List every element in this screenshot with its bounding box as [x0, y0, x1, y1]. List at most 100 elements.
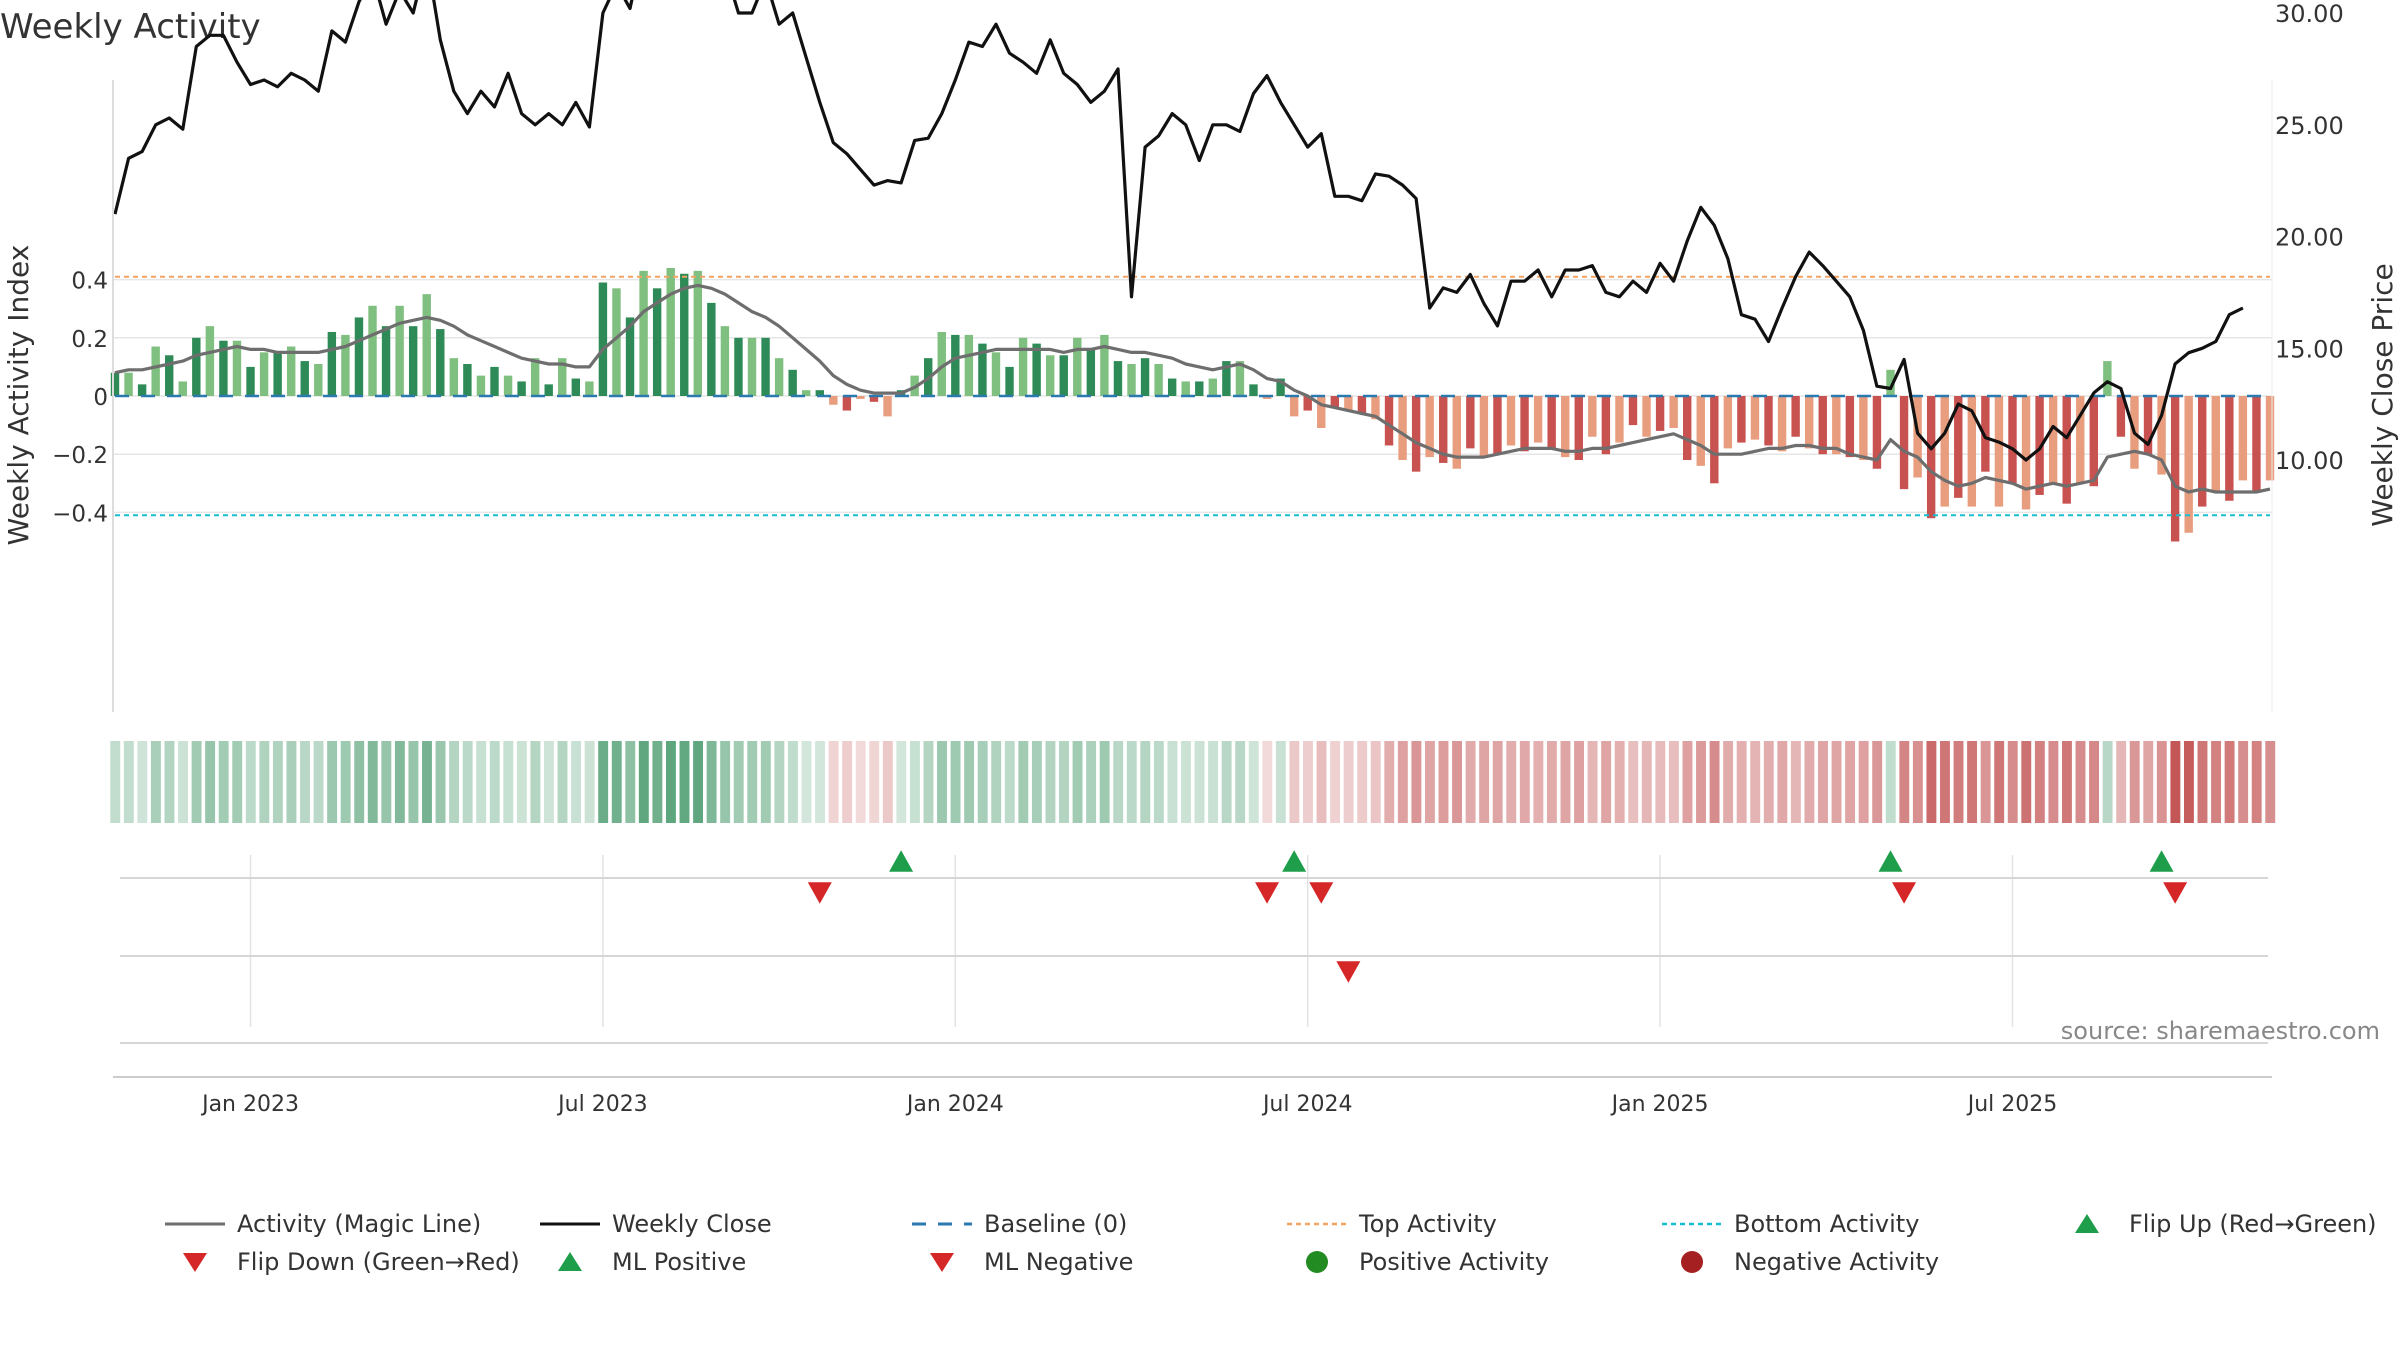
- heat-cell: [1099, 741, 1110, 823]
- activity-bar: [1967, 396, 1977, 507]
- heat-cell: [1153, 741, 1164, 823]
- heat-cell: [1574, 741, 1584, 823]
- heat-cell: [801, 741, 812, 823]
- activity-bar: [937, 331, 946, 396]
- heat-cell: [367, 741, 378, 823]
- activity-bar: [2170, 396, 2180, 542]
- activity-bar: [1208, 378, 1218, 396]
- activity-bar: [1642, 396, 1651, 437]
- heat-cell: [1397, 741, 1408, 823]
- activity-bar: [1832, 396, 1841, 455]
- activity-bar: [1777, 396, 1787, 452]
- activity-bar: [2021, 396, 2031, 510]
- activity-bar: [585, 381, 594, 396]
- heat-cell: [1994, 741, 2005, 823]
- heat-cell: [1438, 741, 1449, 823]
- heat-cell: [422, 741, 432, 823]
- heat-cell: [747, 741, 758, 823]
- heat-cell: [1533, 741, 1544, 823]
- flip-up-marker: [889, 850, 914, 872]
- y-tick-label-left: 0: [93, 385, 108, 411]
- y-tick-label-right: 25.00: [2275, 112, 2344, 140]
- activity-bar: [286, 346, 296, 396]
- y-tick-label-right: 15.00: [2275, 335, 2344, 363]
- activity-bar: [1574, 396, 1583, 461]
- heat-cell: [1668, 741, 1679, 823]
- activity-bar: [1506, 396, 1516, 446]
- activity-bar: [1588, 396, 1597, 437]
- heat-strip: [110, 741, 2276, 823]
- y-axis-label-right: Weekly Close Price: [2366, 263, 2399, 526]
- heat-cell: [1885, 741, 1896, 823]
- heat-cell: [774, 741, 785, 823]
- activity-bar: [788, 369, 797, 396]
- flip-down-marker: [1309, 882, 1334, 904]
- y-tick-label-left: −0.4: [52, 501, 108, 527]
- heat-cell: [1411, 741, 1422, 823]
- activity-bar: [192, 337, 201, 396]
- activity-bar: [1520, 396, 1529, 452]
- heat-cell: [1831, 741, 1842, 823]
- activity-bar: [978, 343, 987, 396]
- heat-cell: [2224, 741, 2235, 823]
- activity-bar: [1452, 396, 1461, 469]
- activity-bar: [503, 375, 513, 396]
- activity-bar: [1696, 396, 1705, 466]
- heat-cell: [2265, 741, 2276, 823]
- heat-cell: [408, 741, 419, 823]
- activity-bar: [517, 381, 526, 396]
- heat-cell: [2183, 741, 2194, 823]
- activity-bar: [178, 381, 187, 396]
- heat-cell: [1736, 741, 1747, 823]
- heat-cell: [869, 741, 880, 823]
- activity-bar: [1479, 396, 1489, 458]
- heat-cell: [1357, 741, 1368, 823]
- legend-swatch-up-triangle: [2075, 1214, 2099, 1233]
- heat-cell: [1967, 741, 1978, 823]
- flip-down-marker: [1255, 882, 1280, 904]
- activity-bar: [1235, 361, 1245, 396]
- legend-swatch-positive-activity: [1306, 1251, 1328, 1273]
- heat-cell: [652, 741, 663, 823]
- activity-bar: [1764, 396, 1773, 446]
- activity-bar: [314, 363, 323, 396]
- magic-line: [114, 283, 2271, 494]
- heat-cell: [516, 741, 527, 823]
- heat-cell: [245, 741, 256, 823]
- heat-cell: [1519, 741, 1530, 823]
- legend-label: Positive Activity: [1359, 1248, 1549, 1276]
- activity-bar: [652, 288, 662, 396]
- activity-bar: [734, 337, 743, 396]
- activity-bar: [869, 396, 879, 402]
- activity-bar: [883, 396, 892, 417]
- heat-cell: [1777, 741, 1788, 823]
- heat-cell: [1126, 741, 1137, 823]
- heat-cell: [760, 741, 771, 823]
- activity-bar: [774, 358, 784, 396]
- activity-bar: [449, 358, 459, 396]
- heat-cell: [2021, 741, 2032, 823]
- heat-cell: [1059, 741, 1069, 823]
- heat-cell: [2048, 741, 2059, 823]
- heat-cell: [394, 741, 405, 823]
- heat-cell: [964, 741, 975, 823]
- activity-bar: [1005, 366, 1014, 396]
- heat-cell: [571, 741, 582, 823]
- grid: [113, 278, 2272, 1044]
- chart-title: Weekly Activity: [0, 7, 261, 47]
- activity-bar: [2198, 396, 2207, 507]
- heat-cell: [991, 741, 1002, 823]
- heat-cell: [1506, 741, 1517, 823]
- heat-cell: [449, 741, 460, 823]
- legend-label: Activity (Magic Line): [237, 1210, 481, 1238]
- heat-cell: [489, 741, 500, 823]
- activity-bar: [544, 384, 553, 396]
- legend-label: Bottom Activity: [1734, 1210, 1919, 1238]
- activity-bar: [571, 378, 581, 396]
- heat-cell: [1167, 741, 1178, 823]
- activity-bar: [856, 396, 865, 399]
- activity-bar: [1344, 396, 1353, 411]
- legend-swatch-up-triangle: [558, 1252, 582, 1271]
- activity-bar: [693, 270, 703, 396]
- heat-cell: [1248, 741, 1259, 823]
